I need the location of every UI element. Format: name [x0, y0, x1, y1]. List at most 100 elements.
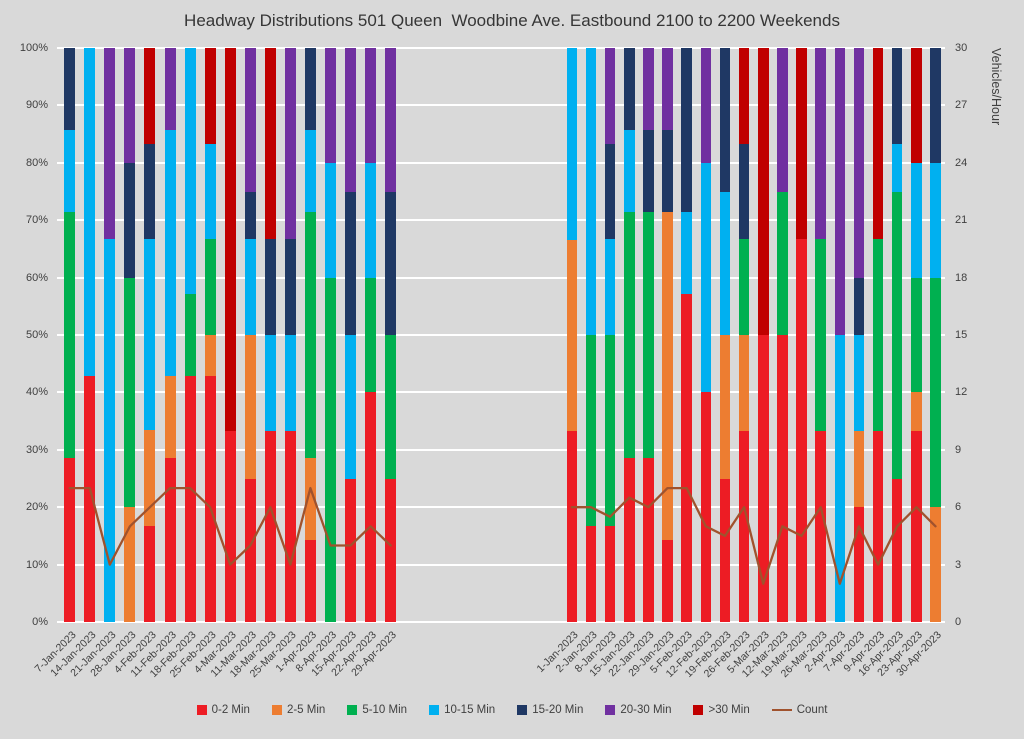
right-axis-tick: 15	[955, 329, 968, 341]
legend-label: Count	[796, 704, 828, 716]
bar-segment-10-15-min	[325, 162, 336, 278]
bar-segment-20-30-min	[244, 48, 256, 192]
bar-segment-20-30-min	[700, 48, 712, 163]
bar-segment-5-10-min	[891, 191, 903, 479]
bar-segment-0-2-min	[566, 430, 578, 622]
bar-segment-15-20-min	[624, 48, 635, 131]
bar-slot	[754, 48, 773, 622]
bar-segment-10-15-min	[834, 335, 846, 622]
gridline	[57, 563, 945, 566]
bar-segment-10-15-min	[719, 191, 731, 335]
stacked-bar	[385, 48, 397, 622]
legend-label: 2-5 Min	[286, 704, 326, 716]
right-axis: 0 3 6 9 12 15 18 21 24 27 30	[949, 42, 985, 628]
bar-segment-gt-30-min	[204, 48, 216, 144]
bar-group-left	[60, 48, 401, 622]
gridline	[57, 391, 945, 394]
bar-segment-5-10-min	[204, 239, 216, 336]
bar-segment-10-15-min	[365, 162, 377, 278]
right-axis-tick: 9	[955, 443, 962, 456]
right-axis-tick: 27	[955, 99, 968, 112]
legend-label: 0-2 Min	[211, 704, 250, 716]
right-axis-tick: 6	[955, 501, 962, 514]
stacked-bar	[325, 48, 336, 622]
stacked-bar	[204, 48, 216, 622]
bar-slot	[735, 48, 754, 622]
legend-swatch-5-10-min	[347, 705, 358, 715]
stacked-bar	[643, 48, 654, 622]
bar-slot	[696, 48, 715, 622]
bar-segment-2-5-min	[911, 392, 922, 431]
bar-segment-0-2-min	[284, 430, 296, 622]
bar-segment-10-15-min	[264, 335, 276, 431]
stacked-bar	[911, 48, 922, 622]
gridline	[57, 334, 945, 336]
bar-segment-15-20-min	[604, 143, 616, 240]
stacked-bar	[891, 48, 903, 622]
bar-segment-5-10-min	[385, 335, 397, 479]
legend-item-count: Count	[771, 704, 828, 716]
bar-segment-0-2-min	[777, 335, 788, 622]
bar-slot	[601, 48, 620, 622]
bar-slot	[60, 48, 80, 622]
bar-segment-gt-30-min	[872, 48, 884, 240]
stacked-bar	[566, 48, 578, 622]
bar-segment-0-2-min	[681, 294, 692, 622]
stacked-bar	[872, 48, 884, 622]
right-axis-tick: 30	[955, 42, 968, 54]
bar-segment-15-20-min	[284, 239, 296, 336]
bar-segment-2-5-min	[304, 457, 316, 540]
plot-area: 7-Jan-2023 14-Jan-2023 21-Jan-2023 28-Jan-2…	[32, 47, 945, 680]
legend-swatch-gt-30-min	[693, 705, 704, 715]
stacked-bar	[365, 48, 377, 622]
bar-segment-20-30-min	[777, 48, 788, 192]
bar-slot	[341, 48, 361, 622]
bar-segment-20-30-min	[124, 48, 136, 163]
bar-slot	[773, 48, 792, 622]
bar-segment-0-2-min	[604, 526, 616, 622]
bar-segment-0-2-min	[64, 457, 76, 622]
right-axis-tick: 12	[955, 386, 968, 399]
bar-slot	[926, 48, 945, 622]
bar-segment-5-10-min	[738, 239, 750, 336]
left-axis-tick: 80%	[25, 156, 48, 169]
bar-segment-20-30-min	[662, 48, 673, 131]
bar-segment-0-2-min	[719, 478, 731, 622]
bar-segment-15-20-min	[124, 162, 136, 278]
bar-slot	[792, 48, 811, 622]
legend-swatch-20-30-min	[605, 705, 616, 715]
bar-segment-0-2-min	[738, 430, 750, 622]
stacked-bar	[624, 48, 635, 622]
bar-slot	[381, 48, 401, 622]
bar-segment-10-15-min	[244, 239, 256, 335]
bar-segment-15-20-min	[738, 143, 750, 240]
bar-segment-20-30-min	[815, 48, 826, 240]
stacked-bar	[64, 48, 76, 622]
left-axis: 0% 10% 20% 30% 40% 50% 60% 70% 80% 90% 100%	[0, 42, 53, 628]
legend-label: 15-20 Min	[532, 704, 584, 716]
bar-slot	[658, 48, 677, 622]
bar-segment-0-2-min	[643, 457, 654, 622]
stacked-bar	[244, 48, 256, 622]
left-axis-tick: 90%	[25, 99, 48, 112]
gridline	[57, 161, 945, 164]
legend-swatch-15-20-min	[517, 705, 528, 715]
bar-segment-15-20-min	[891, 48, 903, 144]
right-axis-tick: 24	[955, 156, 968, 169]
gridline	[57, 448, 945, 451]
bar-segment-5-10-min	[624, 212, 635, 458]
bar-slot	[361, 48, 381, 622]
stacked-bar	[124, 48, 136, 622]
stacked-bar	[604, 48, 616, 622]
bar-slot	[160, 48, 180, 622]
bar-segment-gt-30-min	[738, 48, 750, 144]
bar-slot	[907, 48, 926, 622]
left-axis-tick: 70%	[25, 214, 48, 227]
legend-label: 20-30 Min	[620, 704, 672, 716]
bar-slot	[220, 48, 240, 622]
bar-segment-20-30-min	[643, 48, 654, 131]
bar-segment-15-20-min	[930, 48, 941, 163]
bar-segment-5-10-min	[604, 335, 616, 527]
bar-segment-2-5-min	[738, 335, 750, 431]
bar-segment-0-2-min	[585, 526, 597, 622]
